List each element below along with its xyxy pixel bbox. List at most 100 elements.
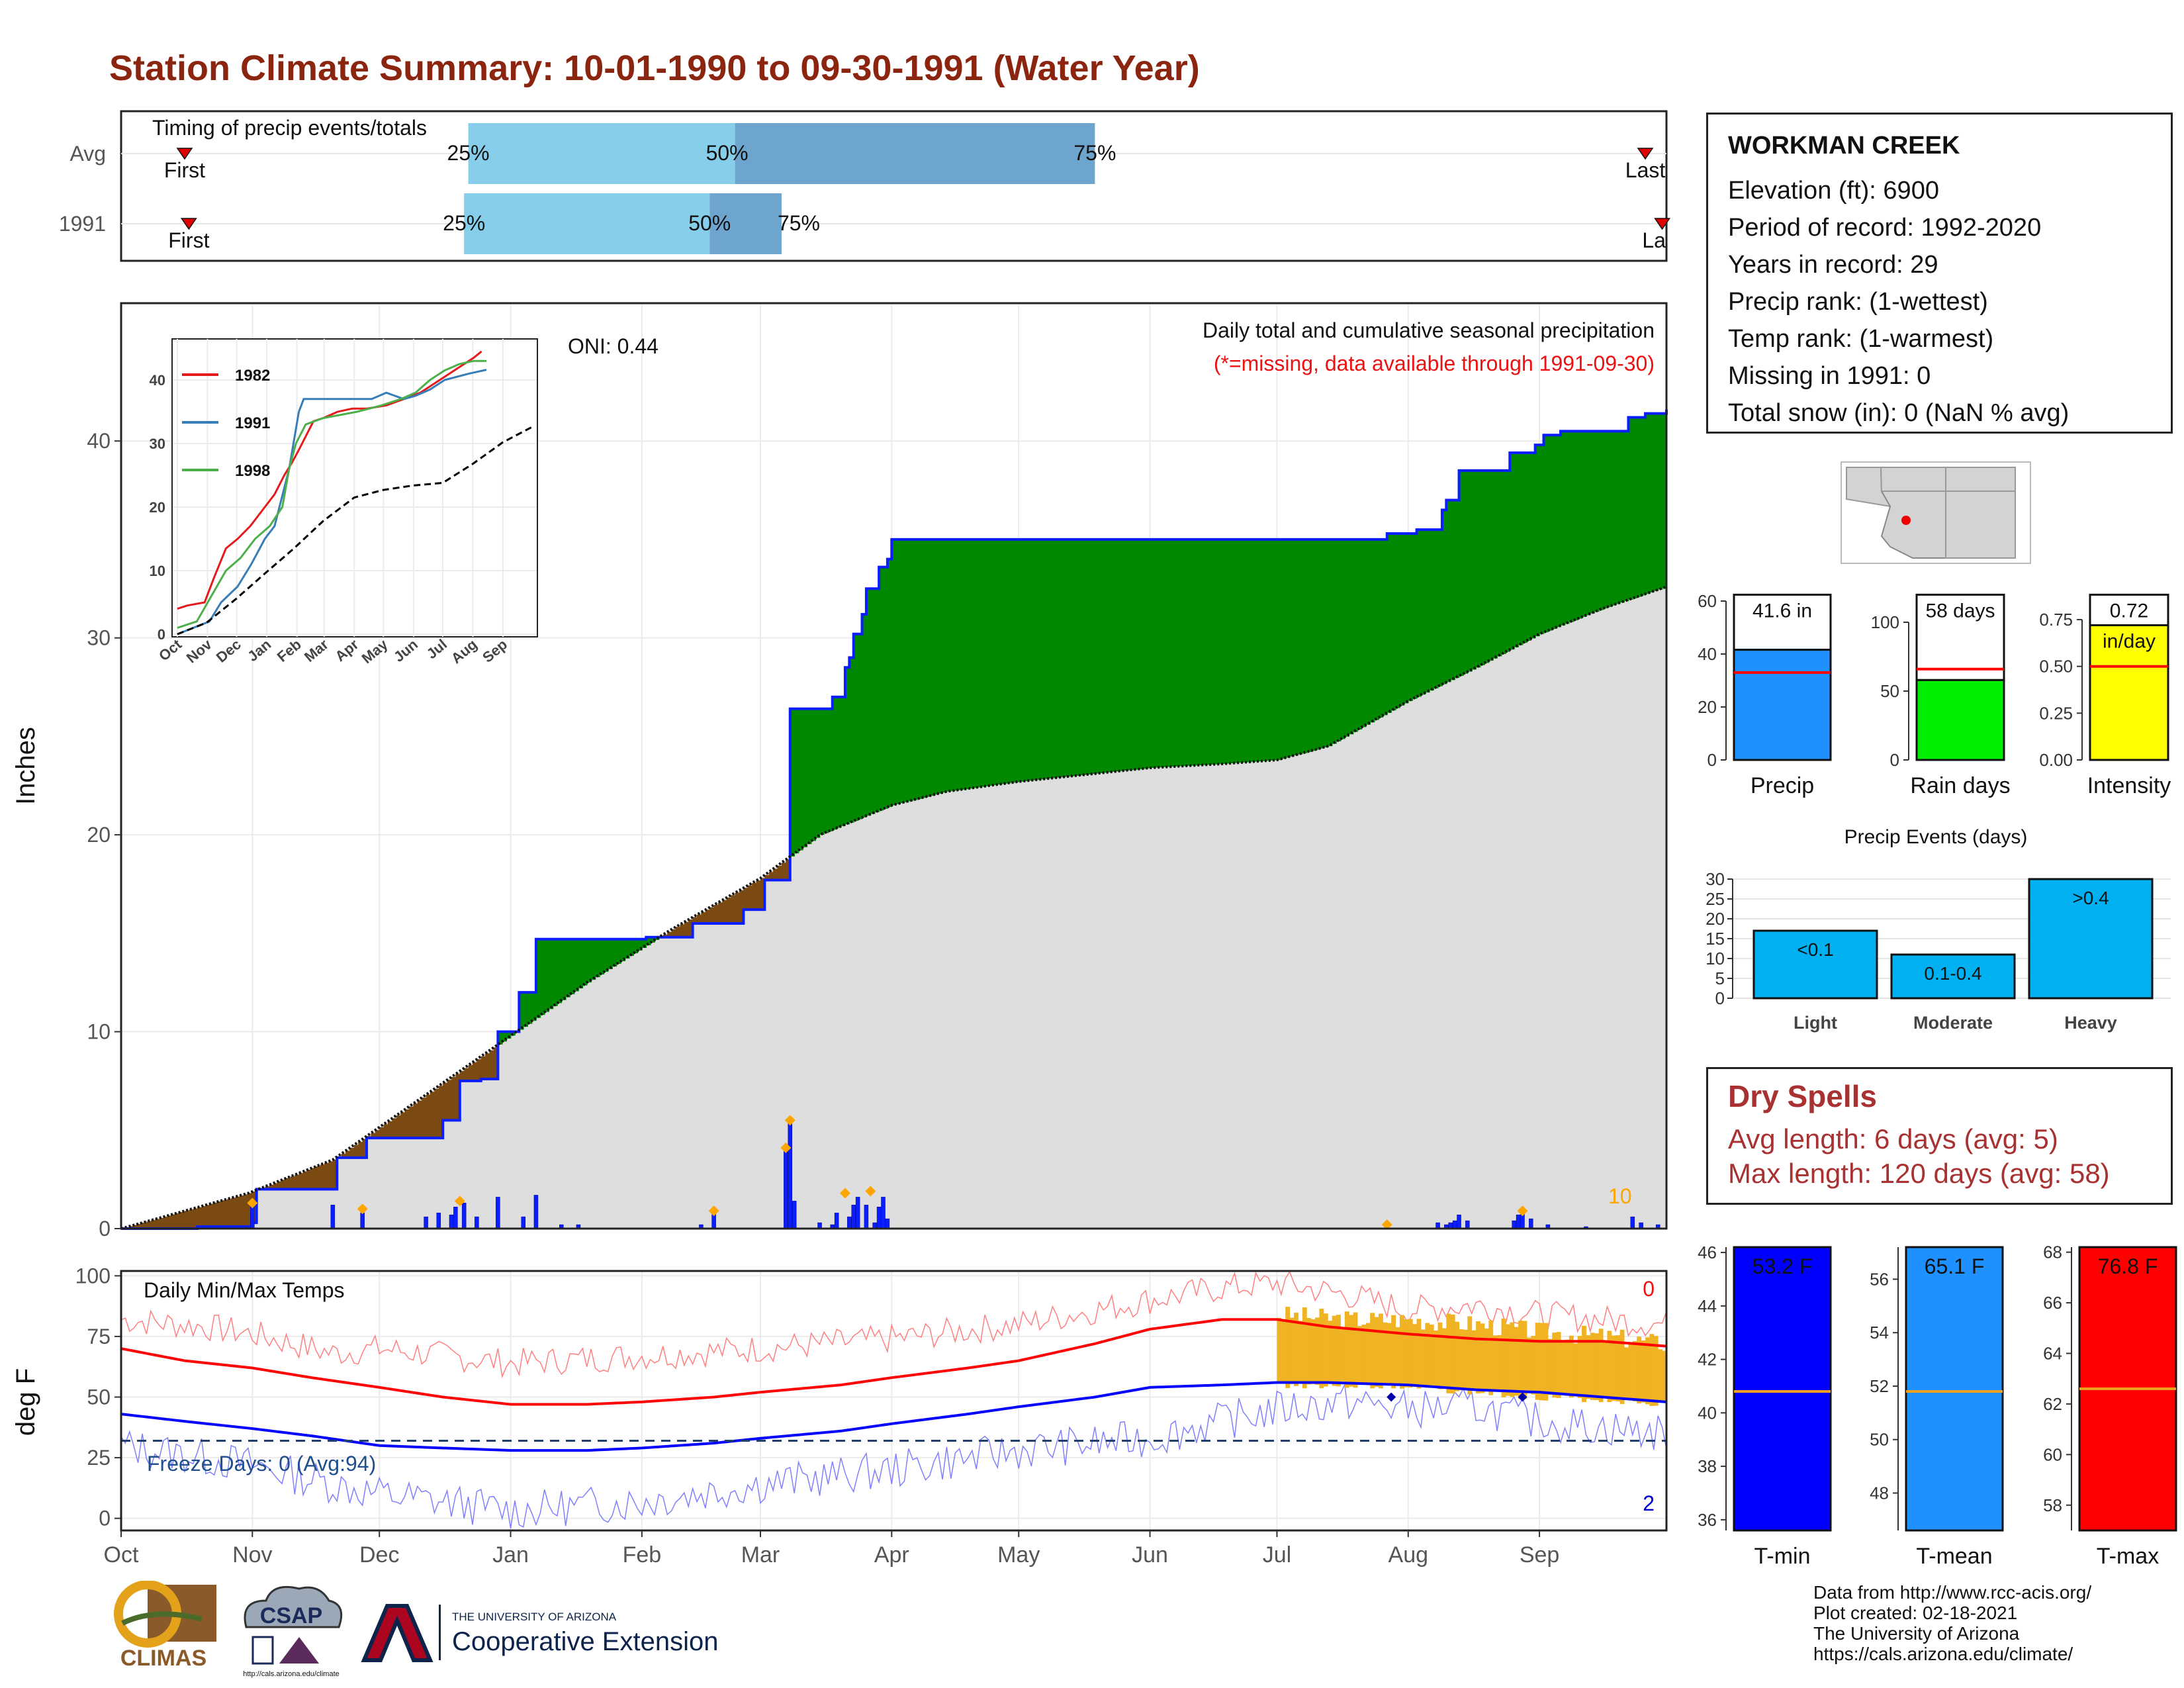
above-average-fill <box>1179 539 1185 767</box>
observed-temp-range-bar <box>1357 1326 1362 1383</box>
first-event-marker <box>176 148 193 160</box>
above-average-fill <box>938 539 943 794</box>
observed-temp-range-bar <box>1488 1320 1494 1395</box>
below-average-fill <box>722 900 727 923</box>
observed-temp-range-bar <box>1582 1325 1586 1403</box>
observed-temp-range-bar <box>1378 1313 1383 1389</box>
above-average-fill <box>1294 539 1299 756</box>
above-average-fill <box>883 567 888 809</box>
map-state-new-mexico <box>1945 491 2016 559</box>
month-label: Sep <box>1520 1542 1560 1568</box>
above-average-fill <box>929 539 935 796</box>
below-average-fill <box>146 1221 152 1229</box>
below-average-fill <box>768 872 774 880</box>
above-average-fill <box>1319 539 1324 749</box>
above-average-fill <box>1653 413 1659 591</box>
above-average-fill <box>1594 431 1600 612</box>
observed-temp-range-bar <box>1344 1311 1349 1388</box>
below-average-fill <box>777 865 782 880</box>
observed-temp-range-bar <box>1492 1335 1498 1390</box>
cumulative-average-line <box>120 585 1667 1230</box>
observed-temp-range-bar <box>1374 1317 1379 1387</box>
observed-temp-range-bar <box>1628 1344 1633 1400</box>
above-average-fill <box>1349 539 1354 735</box>
observed-temp-range-bar <box>1349 1315 1354 1387</box>
record-low-marker <box>1387 1392 1396 1402</box>
average-tmin-line <box>120 1381 1667 1452</box>
below-average-fill <box>680 924 685 937</box>
month-label: Apr <box>874 1542 909 1568</box>
above-average-fill <box>1455 500 1460 679</box>
above-average-fill <box>1395 534 1400 708</box>
tempbar-y-tick-label: 44 <box>1698 1296 1717 1316</box>
below-average-fill <box>328 1161 334 1190</box>
above-average-fill <box>908 539 914 802</box>
month-axis: Oct Nov Dec Jan Feb Mar Apr May Jun Jul Aug Sep <box>104 1530 1560 1568</box>
below-average-fill <box>379 1127 385 1139</box>
average-tmax-line <box>120 1318 1667 1406</box>
above-average-fill <box>917 539 922 799</box>
below-average-fill <box>176 1213 181 1229</box>
timing-row-year: 1991 <box>59 212 106 236</box>
climas-logo-graphic: CLIMAS <box>114 1580 216 1671</box>
above-average-fill <box>1637 417 1642 597</box>
above-average-fill <box>608 939 613 970</box>
observed-temp-range-bar <box>1514 1327 1519 1396</box>
below-average-fill <box>472 1062 478 1081</box>
above-average-fill <box>874 588 880 812</box>
below-average-fill <box>697 914 702 923</box>
month-label: Jan <box>492 1542 529 1568</box>
above-average-fill <box>1289 539 1295 757</box>
above-average-fill <box>1437 530 1443 686</box>
above-average-fill <box>950 539 956 791</box>
above-average-fill <box>1238 539 1244 763</box>
freeze-days-label: Freeze Days: 0 (Avg:94) <box>147 1452 376 1476</box>
above-average-fill <box>1518 453 1524 645</box>
above-average-fill <box>913 539 918 800</box>
above-average-fill <box>1391 534 1396 711</box>
above-average-fill <box>844 667 850 825</box>
observed-temp-range-bar <box>1277 1317 1282 1384</box>
observed-temp-range-bar <box>1467 1316 1473 1395</box>
above-average-fill <box>557 939 563 1004</box>
below-average-fill <box>311 1168 317 1190</box>
totals-y-tick-label: 50 <box>1880 681 1899 701</box>
above-average-fill <box>934 539 939 795</box>
above-average-fill <box>1277 539 1282 761</box>
above-average-fill <box>802 708 808 847</box>
observed-temp-range-bar <box>1556 1332 1561 1398</box>
totals-y-tick-label: 0.00 <box>2039 750 2073 770</box>
above-average-fill <box>540 939 545 1015</box>
below-average-fill <box>214 1202 219 1227</box>
below-average-fill <box>705 910 711 923</box>
events-y-tick-label: 15 <box>1706 929 1725 949</box>
above-average-fill <box>1226 539 1231 764</box>
observed-temp-range-bar <box>1501 1318 1506 1398</box>
ua-logo-graphic: THE UNIVERSITY OF ARIZONA Cooperative Ex… <box>361 1604 718 1662</box>
above-average-fill <box>1632 417 1638 598</box>
observed-temp-range-bar <box>1365 1323 1371 1385</box>
above-average-fill <box>612 939 617 967</box>
daily-precip-bar <box>496 1197 500 1229</box>
below-average-fill <box>180 1212 185 1229</box>
inset-y-tick-label: 30 <box>150 436 165 452</box>
below-average-fill <box>417 1100 423 1139</box>
timing-label-75: 75% <box>778 211 820 235</box>
precip-frame <box>120 302 1668 1230</box>
above-average-fill <box>1217 539 1223 765</box>
above-average-fill <box>561 939 567 1000</box>
observed-temp-range-bar <box>1607 1331 1612 1403</box>
below-average-fill <box>218 1201 224 1227</box>
above-average-fill <box>858 633 863 820</box>
observed-temp-range-bar <box>1450 1314 1455 1393</box>
climas-logo-text: CLIMAS <box>120 1646 206 1671</box>
above-average-fill <box>942 539 948 793</box>
observed-temp-range-bar <box>1420 1329 1426 1385</box>
observed-temp-range-bar <box>1603 1341 1608 1398</box>
precip-chart-title: Daily total and cumulative seasonal prec… <box>1203 318 1655 342</box>
above-average-fill <box>502 1031 507 1042</box>
observed-temp-range-bar <box>1641 1340 1646 1403</box>
above-average-fill <box>582 939 588 986</box>
below-average-fill <box>404 1109 410 1139</box>
above-average-fill <box>527 992 533 1024</box>
